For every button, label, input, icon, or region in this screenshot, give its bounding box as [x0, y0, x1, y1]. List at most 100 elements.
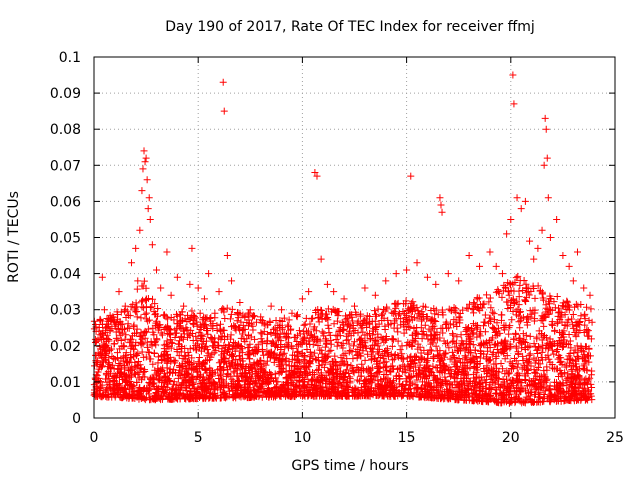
- roti-point: [222, 380, 230, 388]
- roti-point: [153, 266, 161, 274]
- roti-point: [554, 304, 562, 312]
- roti-point: [183, 318, 191, 326]
- roti-point: [383, 303, 391, 311]
- roti-point: [508, 316, 516, 324]
- roti-point: [227, 310, 235, 318]
- roti-point: [330, 320, 338, 328]
- roti-point: [298, 349, 306, 357]
- roti-point: [137, 329, 145, 337]
- roti-point: [225, 387, 233, 395]
- roti-point: [136, 226, 144, 234]
- roti-point: [324, 313, 332, 321]
- roti-point: [260, 319, 268, 327]
- roti-point: [233, 366, 241, 374]
- roti-point: [364, 350, 372, 358]
- roti-point: [514, 272, 522, 280]
- roti-point: [574, 383, 582, 391]
- roti-point: [278, 367, 286, 375]
- roti-point: [354, 351, 362, 359]
- roti-point: [372, 312, 380, 320]
- roti-point: [274, 378, 282, 386]
- roti-point: [369, 348, 377, 356]
- roti-point: [226, 363, 234, 371]
- roti-point: [301, 320, 309, 328]
- roti-point: [442, 318, 450, 326]
- roti-point: [477, 350, 485, 358]
- roti-point: [207, 353, 215, 361]
- roti-point: [470, 305, 478, 313]
- roti-point: [380, 314, 388, 322]
- roti-point: [575, 387, 583, 395]
- roti-point: [485, 337, 493, 345]
- roti-point: [345, 340, 353, 348]
- roti-point: [329, 375, 337, 383]
- roti-point: [511, 278, 519, 286]
- roti-point: [329, 369, 337, 377]
- roti-point: [499, 382, 507, 390]
- roti-point: [181, 355, 189, 363]
- roti-point: [550, 395, 558, 403]
- roti-point: [160, 388, 168, 396]
- roti-point: [506, 344, 514, 352]
- roti-point: [114, 365, 122, 373]
- roti-point: [448, 338, 456, 346]
- roti-point: [355, 368, 363, 376]
- roti-point: [585, 332, 593, 340]
- roti-point: [178, 380, 186, 388]
- roti-point: [134, 361, 142, 369]
- roti-point: [311, 323, 319, 331]
- roti-point: [219, 376, 227, 384]
- roti-point: [372, 325, 380, 333]
- roti-point: [400, 355, 408, 363]
- roti-point: [424, 354, 432, 362]
- roti-point: [199, 359, 207, 367]
- roti-point: [556, 380, 564, 388]
- roti-point: [176, 363, 184, 371]
- roti-point: [231, 347, 239, 355]
- roti-point: [551, 326, 559, 334]
- roti-point: [230, 322, 238, 330]
- roti-point: [311, 381, 319, 389]
- roti-point: [369, 390, 377, 398]
- roti-point: [234, 314, 242, 322]
- roti-point: [478, 376, 486, 384]
- roti-point: [318, 328, 326, 336]
- y-tick-label: 0.03: [50, 303, 81, 319]
- roti-point: [476, 342, 484, 350]
- roti-point: [395, 311, 403, 319]
- roti-point: [460, 372, 468, 380]
- roti-point: [417, 324, 425, 332]
- roti-point: [476, 262, 484, 270]
- roti-point: [510, 100, 518, 108]
- roti-point: [494, 342, 502, 350]
- roti-point: [224, 347, 232, 355]
- roti-point: [559, 299, 567, 307]
- roti-point: [361, 284, 369, 292]
- roti-point: [95, 323, 103, 331]
- roti-point: [407, 313, 415, 321]
- roti-point: [391, 317, 399, 325]
- roti-point: [158, 355, 166, 363]
- roti-point: [295, 377, 303, 385]
- roti-point: [399, 381, 407, 389]
- roti-point: [204, 375, 212, 383]
- roti-point: [391, 300, 399, 308]
- roti-point: [146, 303, 154, 311]
- roti-point: [134, 277, 142, 285]
- roti-point: [442, 379, 450, 387]
- roti-point: [233, 391, 241, 399]
- roti-point: [546, 382, 554, 390]
- roti-point: [143, 343, 151, 351]
- roti-point: [200, 295, 208, 303]
- roti-point: [272, 316, 280, 324]
- roti-point: [293, 366, 301, 374]
- roti-point: [581, 310, 589, 318]
- roti-point: [471, 378, 479, 386]
- roti-point: [447, 306, 455, 314]
- roti-point: [239, 330, 247, 338]
- roti-point: [584, 327, 592, 335]
- roti-point: [507, 287, 515, 295]
- roti-point: [549, 321, 557, 329]
- roti-point: [158, 331, 166, 339]
- roti-point: [228, 305, 236, 313]
